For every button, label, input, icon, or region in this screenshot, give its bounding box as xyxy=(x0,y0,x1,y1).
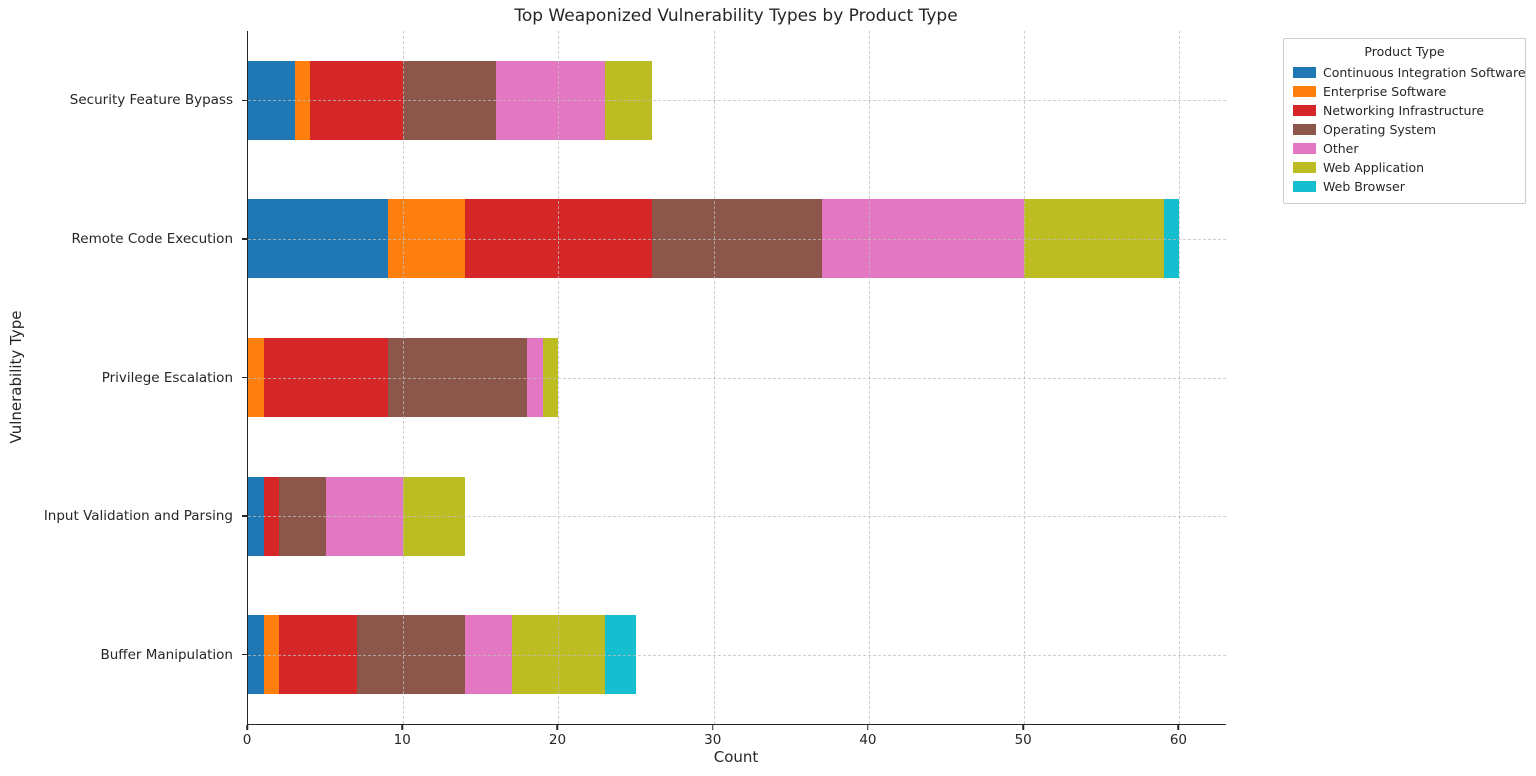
legend-swatch xyxy=(1293,181,1316,192)
x-tick-mark xyxy=(246,725,248,730)
gridline-horizontal xyxy=(248,516,1226,518)
y-tick-mark xyxy=(242,238,247,240)
y-tick-mark xyxy=(242,653,247,656)
legend-item: Web Application xyxy=(1293,158,1516,177)
x-tick-mark xyxy=(556,725,559,730)
legend-swatch xyxy=(1293,162,1316,173)
legend-item: Operating System xyxy=(1293,120,1516,139)
x-tick-label: 20 xyxy=(548,732,567,748)
legend-item: Other xyxy=(1293,139,1516,158)
y-tick-label: Buffer Manipulation xyxy=(100,646,233,663)
legend-swatch xyxy=(1293,105,1316,116)
x-tick-mark xyxy=(1177,725,1180,730)
legend-item: Networking Infrastructure xyxy=(1293,101,1516,120)
x-axis: 0 10 20 30 40 50 60 xyxy=(243,725,1225,751)
gridline-horizontal xyxy=(248,377,1226,379)
legend: Product Type Continuous Integration Soft… xyxy=(1283,38,1526,204)
y-tick-label: Input Validation and Parsing xyxy=(43,508,233,525)
x-tick-label: 10 xyxy=(393,732,411,748)
legend-label: Other xyxy=(1323,141,1359,156)
legend-swatch xyxy=(1293,86,1316,97)
x-tick-label: 60 xyxy=(1169,732,1188,748)
legend-swatch xyxy=(1293,124,1316,135)
legend-label: Web Application xyxy=(1323,160,1425,175)
legend-label: Continuous Integration Software xyxy=(1323,65,1526,80)
x-tick-mark xyxy=(1022,725,1024,730)
gridline-horizontal xyxy=(248,238,1226,240)
x-tick-mark xyxy=(711,725,714,730)
x-tick-label: 30 xyxy=(704,732,722,748)
x-axis-label: Count xyxy=(713,748,759,766)
y-axis: Security Feature Bypass Remote Code Execu… xyxy=(0,31,247,724)
y-tick-label: Privilege Escalation xyxy=(101,369,233,386)
legend-item: Enterprise Software xyxy=(1293,82,1516,101)
legend-label: Enterprise Software xyxy=(1323,84,1447,99)
legend-label: Web Browser xyxy=(1323,179,1405,194)
legend-swatch xyxy=(1293,143,1316,154)
legend-label: Operating System xyxy=(1323,122,1437,137)
y-tick-mark xyxy=(242,99,247,102)
y-tick-mark xyxy=(242,376,247,379)
x-tick-label: 40 xyxy=(859,732,877,748)
legend-swatch xyxy=(1293,67,1316,78)
y-tick-label: Security Feature Bypass xyxy=(69,92,233,109)
x-tick-label: 0 xyxy=(242,732,252,748)
y-tick-label: Remote Code Execution xyxy=(71,230,233,247)
chart-title: Top Weaponized Vulnerability Types by Pr… xyxy=(514,6,958,26)
legend-item: Continuous Integration Software xyxy=(1293,63,1526,82)
legend-label: Networking Infrastructure xyxy=(1323,103,1485,118)
x-tick-mark xyxy=(867,725,869,730)
x-tick-label: 50 xyxy=(1014,732,1032,748)
y-tick-mark xyxy=(242,515,247,517)
legend-item: Web Browser xyxy=(1293,177,1516,196)
x-tick-mark xyxy=(401,725,403,730)
plot-area xyxy=(247,31,1226,725)
gridline-horizontal xyxy=(248,100,1226,102)
legend-title: Product Type xyxy=(1364,44,1445,59)
gridline-horizontal xyxy=(248,654,1226,656)
legend-items: Continuous Integration Software Enterpris… xyxy=(1293,63,1526,196)
